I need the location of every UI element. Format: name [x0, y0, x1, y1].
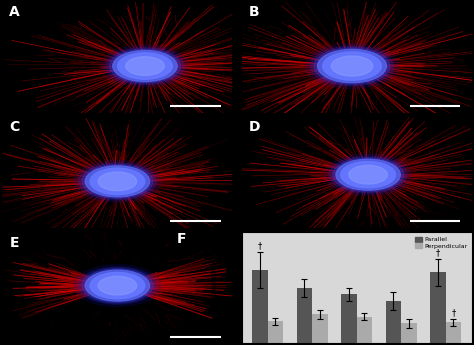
Circle shape [323, 52, 382, 80]
Circle shape [79, 267, 156, 304]
Circle shape [310, 46, 393, 86]
Circle shape [325, 154, 411, 196]
Bar [297, 288, 312, 343]
Bar [401, 323, 417, 343]
Text: †: † [258, 241, 262, 250]
Circle shape [82, 268, 153, 303]
Bar [312, 314, 328, 343]
Bar [252, 270, 268, 343]
Bar [356, 317, 372, 343]
Text: C: C [9, 120, 19, 135]
Circle shape [305, 43, 399, 89]
Text: F: F [177, 233, 187, 246]
Text: E: E [9, 236, 19, 250]
Text: †: † [436, 248, 440, 257]
Circle shape [106, 47, 183, 85]
Text: D: D [248, 120, 260, 135]
Circle shape [90, 273, 145, 299]
Bar [430, 272, 446, 343]
Circle shape [90, 168, 145, 195]
Y-axis label: Neurite Extension (μm): Neurite Extension (μm) [211, 247, 218, 328]
Circle shape [74, 265, 161, 307]
Circle shape [331, 56, 373, 76]
Circle shape [333, 158, 403, 192]
Bar [385, 301, 401, 343]
Circle shape [82, 164, 153, 198]
Bar [341, 295, 356, 343]
Bar [446, 323, 461, 343]
Circle shape [314, 48, 390, 84]
Text: †: † [451, 308, 456, 317]
Text: A: A [9, 5, 20, 19]
Circle shape [101, 45, 189, 87]
Circle shape [349, 165, 387, 184]
Text: B: B [248, 5, 259, 19]
Circle shape [336, 159, 401, 190]
Circle shape [98, 276, 137, 295]
Circle shape [79, 163, 156, 200]
Circle shape [85, 166, 150, 197]
Circle shape [109, 49, 181, 83]
Circle shape [329, 156, 407, 193]
Circle shape [85, 270, 150, 301]
Circle shape [113, 50, 177, 81]
Circle shape [118, 53, 173, 79]
Circle shape [98, 172, 137, 191]
Circle shape [126, 57, 164, 75]
Bar [268, 321, 283, 343]
Circle shape [341, 161, 395, 188]
Legend: Parallel, Perpendicular: Parallel, Perpendicular [414, 236, 468, 250]
Circle shape [74, 160, 161, 202]
Circle shape [318, 49, 386, 83]
